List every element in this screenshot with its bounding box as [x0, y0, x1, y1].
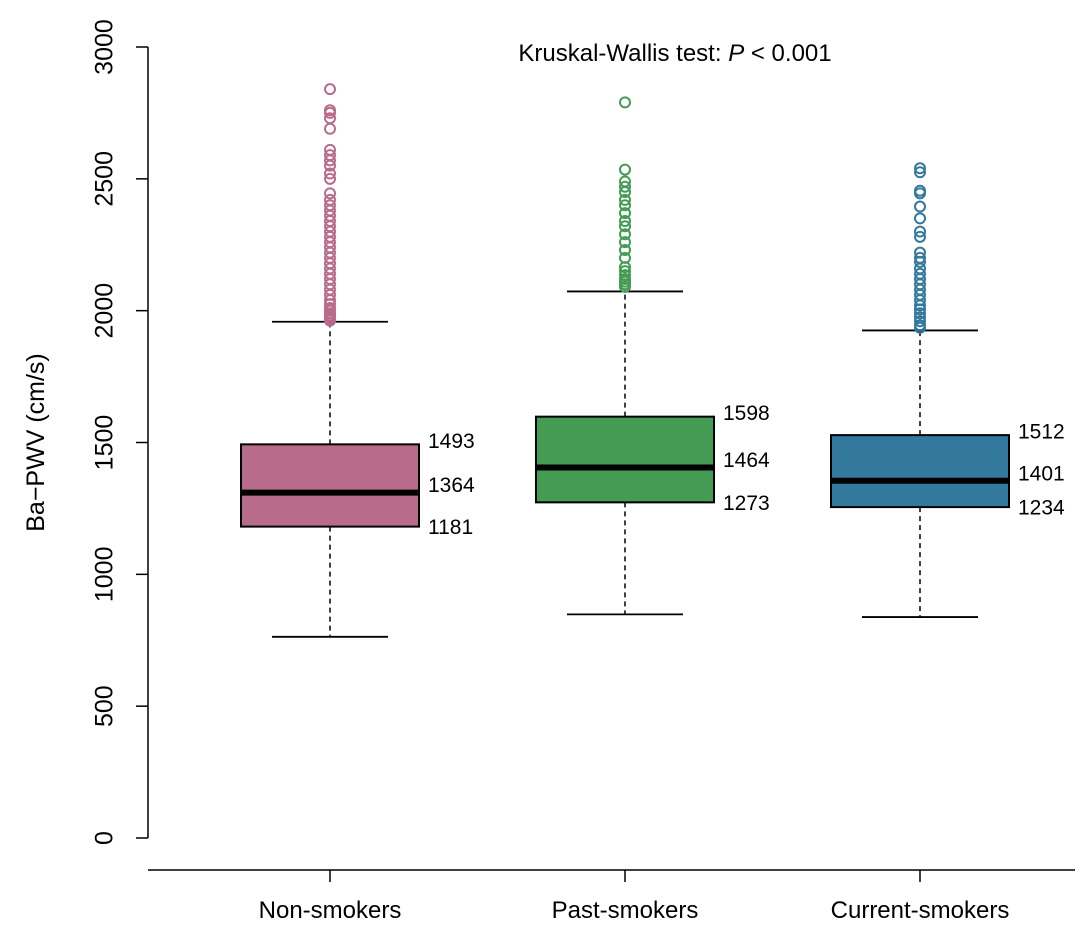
outlier-point: [619, 175, 631, 188]
y-axis-label: Ba−PWV (cm/s): [22, 353, 50, 532]
box-non-smokers: 1493 1364 1181: [240, 83, 475, 638]
outlier-point: [914, 200, 926, 213]
outlier-point: [914, 212, 926, 225]
y-tick-label-2500: 2500: [91, 151, 119, 207]
axes: 0 500 1000 1500 2000 2500 3000 Non-smokers Past…: [91, 19, 1075, 924]
outlier-point: [619, 251, 631, 264]
outlier-point: [914, 311, 926, 324]
outlier-point: [619, 193, 631, 206]
outlier-point: [619, 273, 631, 286]
iqr-box: [830, 434, 1010, 509]
outlier-point: [324, 187, 336, 200]
outlier-point: [619, 220, 631, 233]
annotation-suffix: < 0.001: [744, 40, 831, 67]
iqr-box: [240, 443, 420, 528]
q1-value-label: 1273: [723, 492, 770, 515]
outlier-point: [619, 236, 631, 249]
median-value-label: 1401: [1018, 462, 1065, 485]
outlier-point: [619, 215, 631, 228]
outlier-point: [914, 267, 926, 280]
outlier-point: [914, 319, 926, 332]
annotation-p-symbol: P: [728, 40, 744, 67]
outlier-point: [324, 83, 336, 96]
outlier-point: [619, 199, 631, 212]
y-axis-ticks: 0 500 1000 1500 2000 2500 3000: [91, 19, 148, 845]
outlier-point: [914, 246, 926, 259]
median-value-label: 1464: [723, 449, 770, 472]
outlier-point: [324, 143, 336, 156]
q1-value-label: 1181: [428, 516, 473, 539]
x-axis-ticks: Non-smokers Past-smokers Current-smokers: [259, 870, 1010, 924]
y-tick-label-1000: 1000: [91, 547, 119, 603]
outlier-point: [324, 104, 336, 117]
q3-value-label: 1512: [1018, 421, 1065, 444]
outlier-point: [324, 122, 336, 135]
outlier-point: [914, 315, 926, 328]
y-tick-label-3000: 3000: [91, 19, 119, 75]
outlier-point: [914, 307, 926, 320]
outlier-point: [324, 172, 336, 185]
box-current-smokers: 1512 1401 1234: [830, 162, 1065, 618]
outlier-point: [914, 225, 926, 238]
y-tick-label-2000: 2000: [91, 283, 119, 339]
q1-value-label: 1234: [1018, 497, 1065, 520]
x-category-label: Past-smokers: [552, 897, 699, 924]
x-category-label: Non-smokers: [259, 897, 402, 924]
outlier-point: [324, 167, 336, 180]
outlier-point: [914, 230, 926, 243]
outlier-point: [619, 96, 631, 109]
outlier-point: [914, 162, 926, 175]
outlier-point: [324, 199, 336, 212]
kruskal-wallis-annotation: Kruskal-Wallis test: P < 0.001: [518, 40, 831, 67]
outlier-point: [619, 180, 631, 193]
box-series: 1493 1364 1181 1598 1464 1273 1512 1401 1234: [240, 83, 1065, 638]
outlier-point: [324, 193, 336, 206]
outlier-point: [619, 163, 631, 176]
outlier-point: [619, 228, 631, 241]
outlier-point: [324, 112, 336, 125]
outlier-point: [914, 166, 926, 179]
outlier-point: [619, 244, 631, 257]
outlier-point: [324, 149, 336, 162]
outlier-point: [619, 265, 631, 278]
outlier-point: [914, 184, 926, 197]
outlier-point: [914, 251, 926, 264]
outlier-point: [619, 269, 631, 282]
iqr-box: [535, 415, 715, 504]
outlier-point: [324, 302, 336, 315]
q3-value-label: 1493: [428, 430, 475, 453]
outlier-point: [619, 207, 631, 220]
y-tick-label-1500: 1500: [91, 415, 119, 471]
x-category-label: Current-smokers: [831, 897, 1010, 924]
y-tick-label-0: 0: [91, 831, 119, 845]
annotation-prefix: Kruskal-Wallis test:: [518, 40, 728, 67]
q3-value-label: 1598: [723, 402, 770, 425]
y-tick-label-500: 500: [91, 685, 119, 727]
median-value-label: 1364: [428, 474, 475, 497]
box-past-smokers: 1598 1464 1273: [535, 96, 770, 616]
